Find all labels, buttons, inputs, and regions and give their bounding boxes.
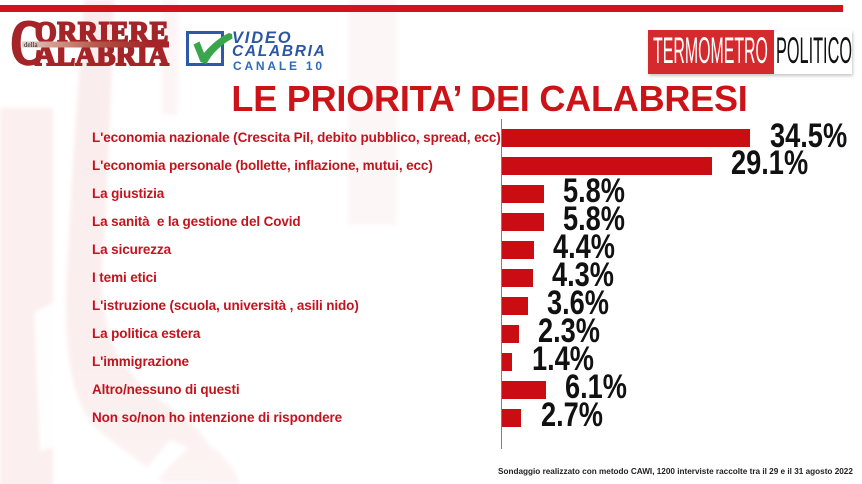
- svg-text:della: della: [24, 41, 38, 49]
